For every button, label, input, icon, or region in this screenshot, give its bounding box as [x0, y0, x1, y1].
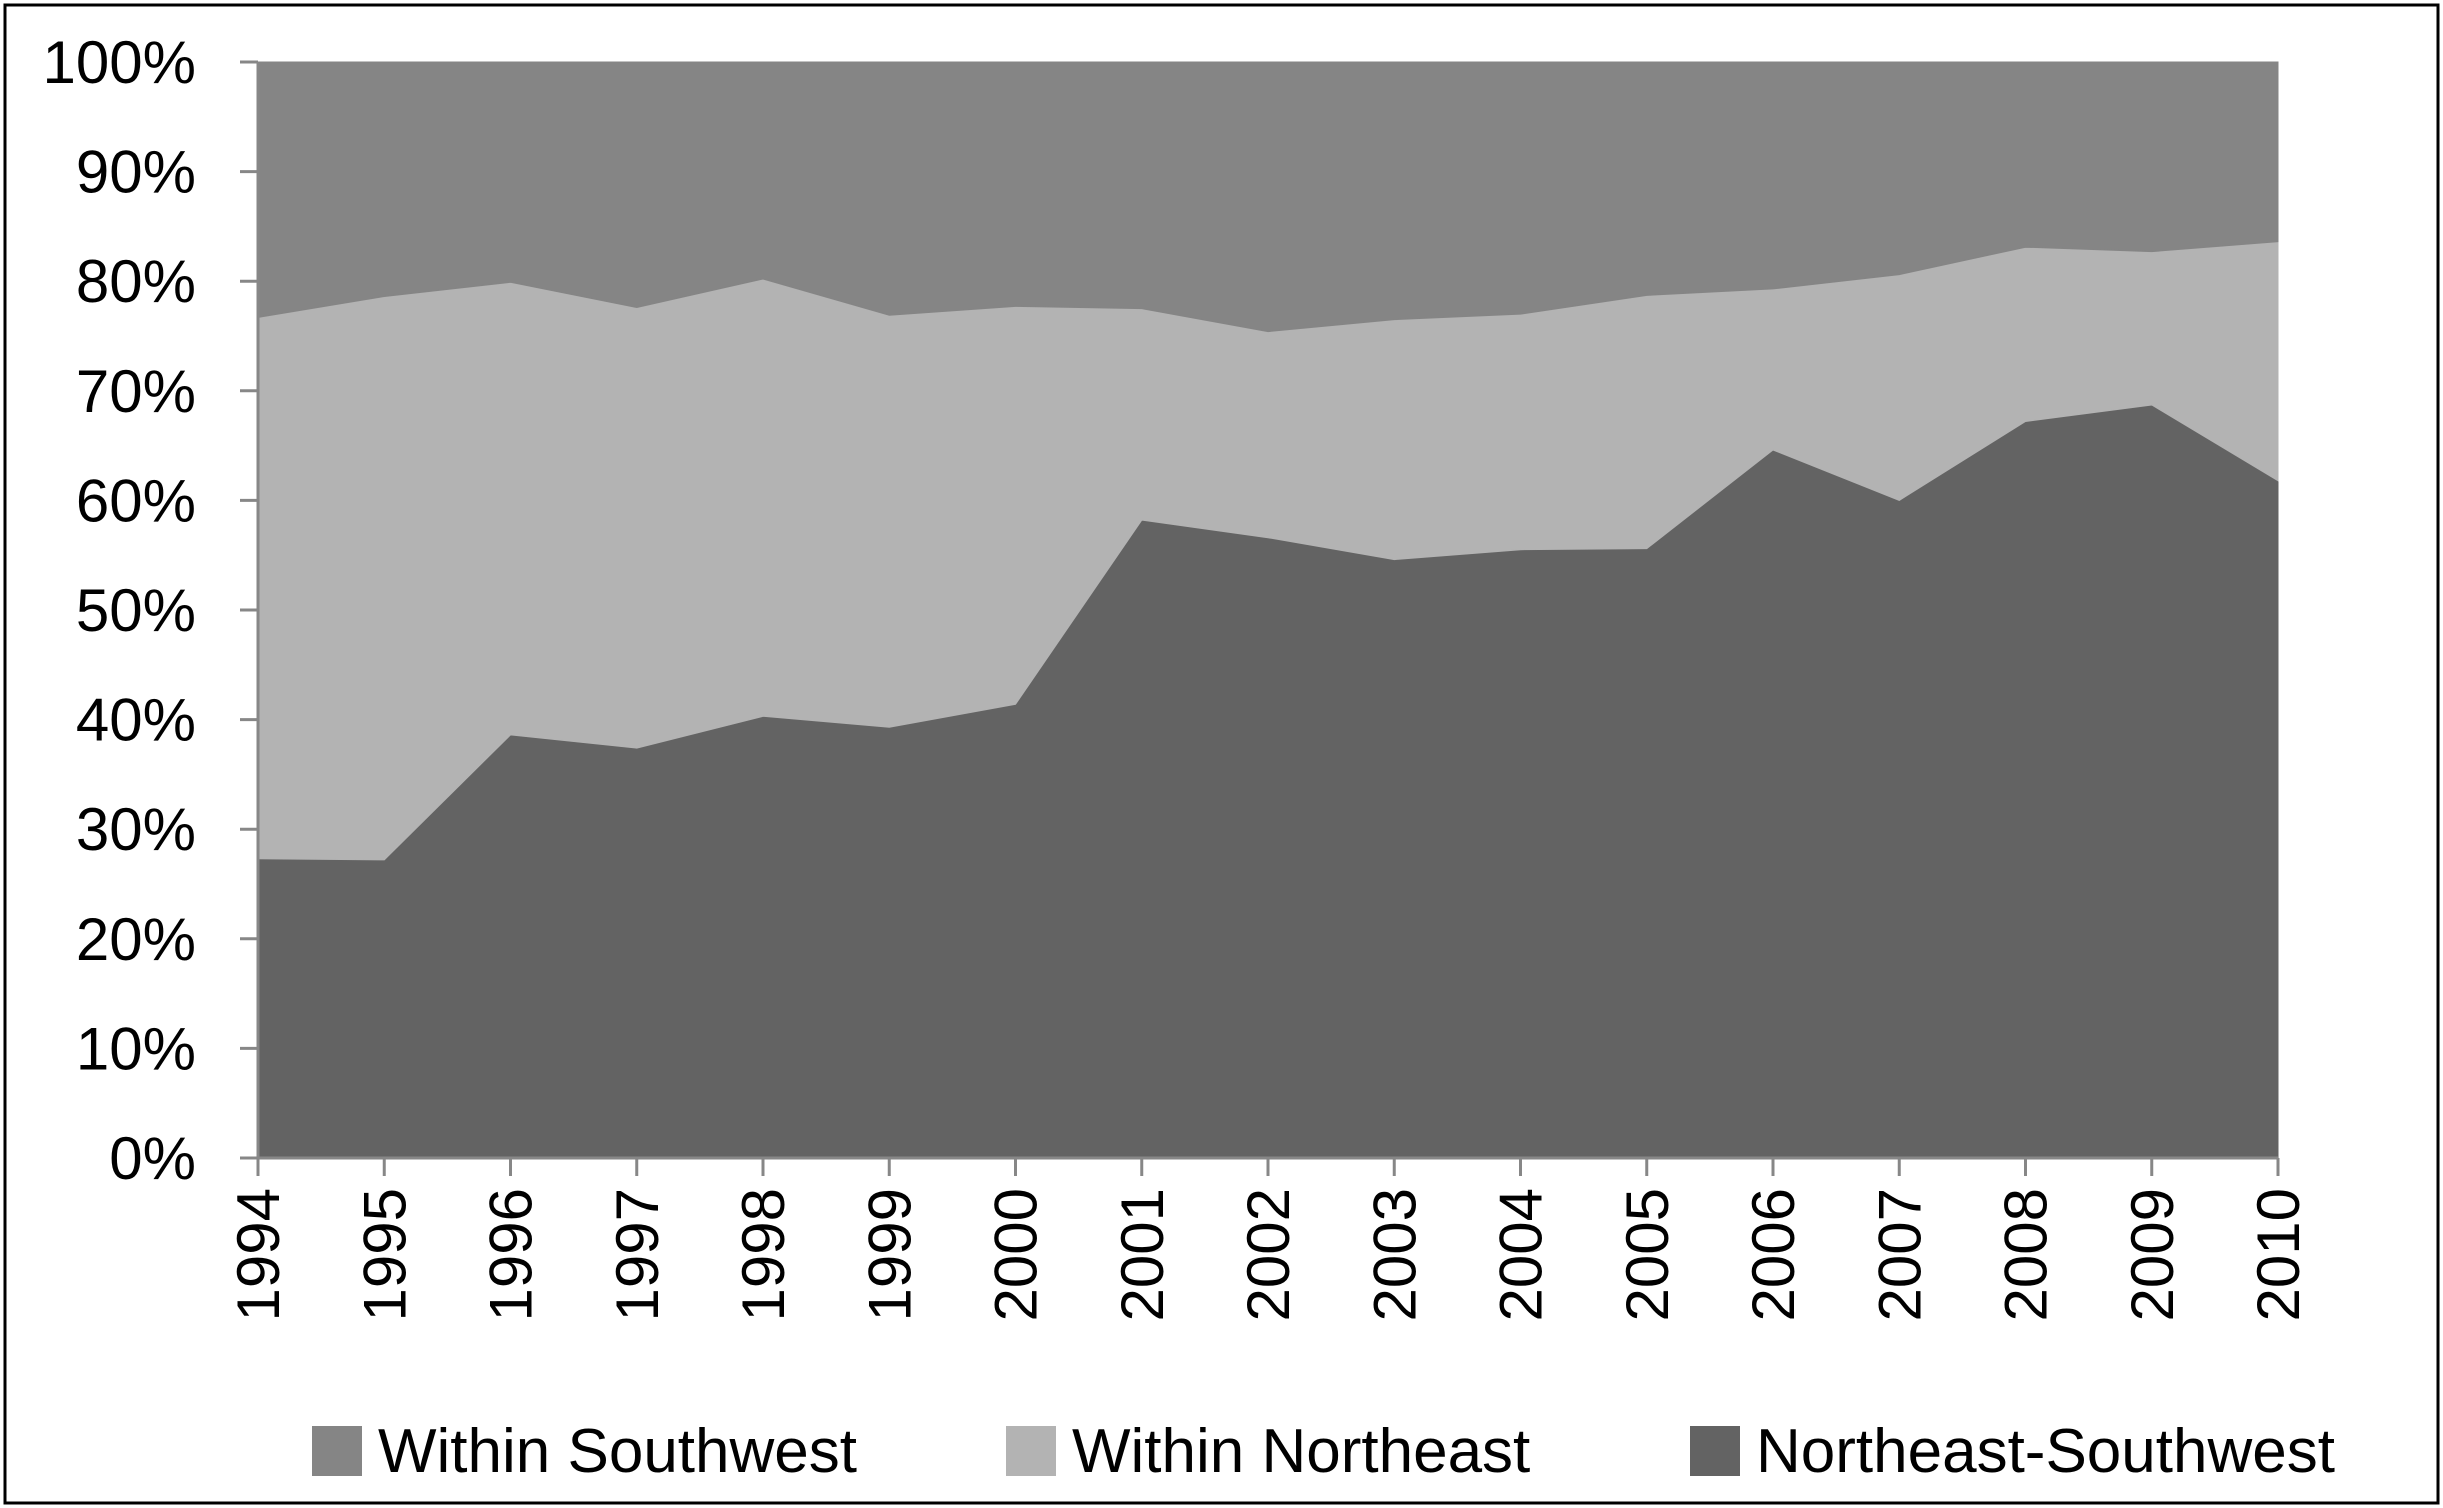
x-tick-label: 2006 [1740, 1188, 1807, 1321]
x-tick-label: 2004 [1488, 1188, 1555, 1321]
legend-entry-label: Northeast-Southwest [1756, 1417, 2335, 1486]
x-tick-label: 2002 [1235, 1188, 1302, 1321]
y-tick-label: 10% [76, 1015, 196, 1082]
legend-entry-label: Within Northeast [1072, 1417, 1530, 1486]
y-tick-label: 70% [76, 358, 196, 425]
x-tick-label: 2007 [1866, 1188, 1933, 1321]
x-tick-label: 2000 [983, 1188, 1050, 1321]
legend: Within Southwest Within Northeast Northeas… [312, 1417, 2335, 1486]
y-tick-label: 50% [76, 577, 196, 644]
x-tick-label: 2003 [1361, 1188, 1428, 1321]
x-tick-label: 1996 [478, 1188, 545, 1321]
x-tick-label: 1994 [225, 1188, 292, 1321]
y-tick-label: 90% [76, 139, 196, 206]
x-tick-label: 2005 [1614, 1188, 1681, 1321]
x-tick-label: 2001 [1109, 1188, 1176, 1321]
legend-entry-label: Within Southwest [378, 1417, 857, 1486]
areas-layer [257, 61, 2279, 1159]
x-tick-label: 1999 [856, 1188, 923, 1321]
x-tick-label: 1995 [351, 1188, 418, 1321]
x-tick-label: 1998 [730, 1188, 797, 1321]
legend-swatch [1690, 1426, 1740, 1476]
y-tick-label: 20% [76, 906, 196, 973]
y-axis-tick-labels: 0% 10% 20% 30% 40% 50% 60% 70% 80% 90% 100% [43, 29, 196, 1192]
x-axis-tick-labels: 1994 1995 1996 1997 1998 1999 2000 2001 2002 2003… [225, 1188, 2312, 1321]
y-tick-label: 0% [109, 1125, 196, 1192]
x-tick-label: 1997 [604, 1188, 671, 1321]
y-tick-label: 100% [43, 29, 196, 96]
legend-swatch [312, 1426, 362, 1476]
y-tick-label: 80% [76, 248, 196, 315]
axes-layer [240, 60, 2280, 1176]
area-within-southwest [257, 61, 2279, 333]
y-tick-label: 30% [76, 796, 196, 863]
y-tick-label: 40% [76, 687, 196, 754]
x-tick-label: 2008 [1993, 1188, 2060, 1321]
x-tick-label: 2009 [2119, 1188, 2186, 1321]
legend-swatch [1006, 1426, 1056, 1476]
y-tick-label: 60% [76, 467, 196, 534]
x-tick-label: 2010 [2245, 1188, 2312, 1321]
